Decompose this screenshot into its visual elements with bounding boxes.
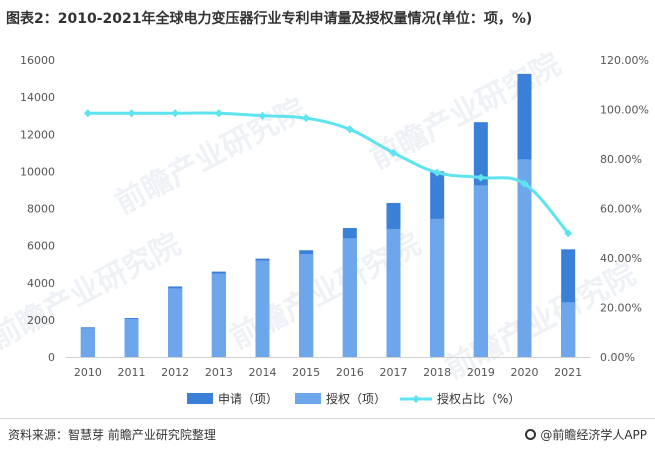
rate-marker <box>214 109 223 118</box>
x-tick-label: 2020 <box>511 366 539 379</box>
rate-marker <box>345 125 354 134</box>
watermark-text: 前瞻产业研究院 <box>110 92 312 221</box>
rate-marker <box>258 111 267 120</box>
y-left-tick-label: 8000 <box>27 203 55 216</box>
rate-marker <box>389 148 398 157</box>
legend-label-application: 申请（项） <box>218 392 278 406</box>
y-right-tick-label: 80.00% <box>600 153 642 166</box>
bar-grant <box>168 288 183 357</box>
bar-grant <box>473 185 488 357</box>
bar-grant <box>255 260 270 357</box>
y-left-tick-label: 0 <box>48 351 55 364</box>
rate-marker <box>171 109 180 118</box>
x-tick-label: 2018 <box>423 366 451 379</box>
legend: 申请（项） 授权（项） 授权占比（%） <box>187 391 520 406</box>
bars <box>80 73 576 357</box>
x-tick-label: 2012 <box>161 366 189 379</box>
legend-marker-rate <box>412 395 420 403</box>
y-left-tick-label: 6000 <box>27 240 55 253</box>
y-right-tick-label: 0.00% <box>600 351 635 364</box>
chart-title: 图表2：2010-2021年全球电力变压器行业专利申请量及授权量情况(单位：项，… <box>6 11 533 27</box>
brand-text: @前瞻经济学人APP <box>540 428 647 442</box>
rate-marker <box>564 229 573 238</box>
rate-marker <box>302 114 311 123</box>
source-note: 资料来源：智慧芽 前瞻产业研究院整理 <box>8 428 216 442</box>
x-tick-label: 2013 <box>205 366 233 379</box>
bar-grant <box>517 159 532 357</box>
rate-marker <box>83 109 92 118</box>
x-tick-label: 2015 <box>292 366 320 379</box>
y-left-tick-label: 14000 <box>20 91 55 104</box>
bar-grant <box>342 238 357 357</box>
y-left-tick-label: 16000 <box>20 54 55 67</box>
legend-label-rate: 授权占比（%） <box>437 391 520 406</box>
rate-marker <box>433 168 442 177</box>
rate-marker <box>476 173 485 182</box>
x-tick-label: 2011 <box>118 366 146 379</box>
legend-swatch-grant <box>295 393 321 404</box>
y-left-tick-label: 10000 <box>20 165 55 178</box>
bar-grant <box>80 328 95 357</box>
bar-grant <box>299 253 314 357</box>
y-left-tick-label: 2000 <box>27 314 55 327</box>
axes: 0 2000 4000 6000 8000 10000 12000 14000 16000 0.0… <box>20 54 649 379</box>
bar-grant <box>386 228 401 357</box>
y-right-tick-label: 60.00% <box>600 203 642 216</box>
y-right-tick-label: 20.00% <box>600 302 642 315</box>
brand-logo-icon <box>525 429 537 440</box>
bar-grant <box>561 302 576 357</box>
rate-line <box>83 109 573 238</box>
y-left-tick-label: 12000 <box>20 128 55 141</box>
bar-grant <box>124 318 139 357</box>
rate-marker <box>520 179 529 188</box>
brand-credit: @前瞻经济学人APP <box>525 426 647 443</box>
legend-label-grant: 授权（项） <box>326 391 386 406</box>
bar-grant <box>211 273 226 357</box>
footer-divider <box>0 418 655 419</box>
y-right-tick-label: 100.00% <box>600 104 649 117</box>
bar-grant <box>430 218 445 357</box>
x-tick-label: 2019 <box>467 366 495 379</box>
watermark-text: 前瞻产业研究院 <box>365 47 567 176</box>
x-tick-label: 2010 <box>74 366 102 379</box>
y-left-tick-label: 4000 <box>27 277 55 290</box>
x-tick-label: 2016 <box>336 366 364 379</box>
y-right-tick-label: 40.00% <box>600 252 642 265</box>
legend-swatch-application <box>187 393 213 404</box>
x-tick-label: 2017 <box>380 366 408 379</box>
y-right-tick-label: 120.00% <box>600 54 649 67</box>
x-tick-label: 2021 <box>554 366 582 379</box>
x-tick-label: 2014 <box>249 366 277 379</box>
rate-marker <box>127 109 136 118</box>
